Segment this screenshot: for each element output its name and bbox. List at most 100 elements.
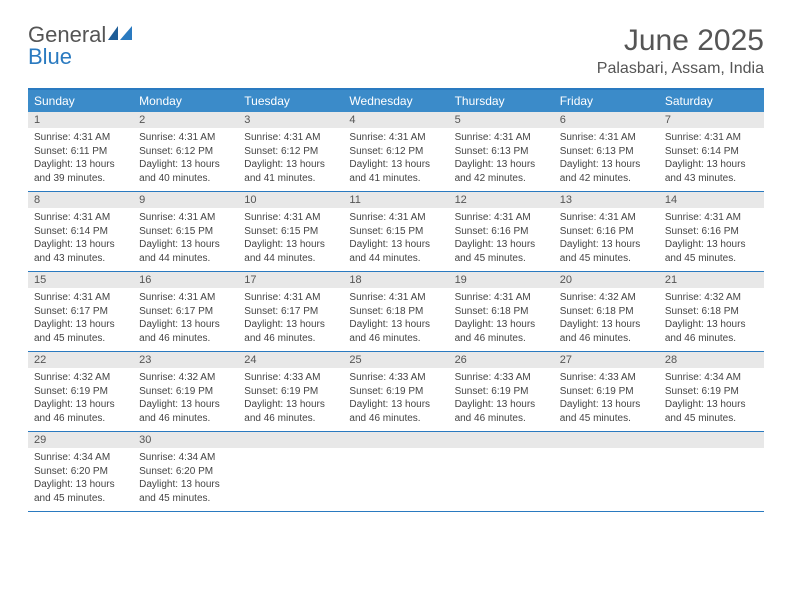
- daylight-text: Daylight: 13 hours: [139, 158, 232, 172]
- day-number: 18: [343, 272, 448, 288]
- daylight-text: Daylight: 13 hours: [560, 238, 653, 252]
- sunset-text: Sunset: 6:16 PM: [455, 225, 548, 239]
- day-number: 4: [343, 112, 448, 128]
- day-number-row: 1234567: [28, 112, 764, 128]
- sunset-text: Sunset: 6:18 PM: [349, 305, 442, 319]
- day-number: 6: [554, 112, 659, 128]
- sunrise-text: Sunrise: 4:31 AM: [455, 131, 548, 145]
- day-cell: Sunrise: 4:31 AMSunset: 6:12 PMDaylight:…: [238, 128, 343, 191]
- daylight-text: Daylight: 13 hours: [139, 478, 232, 492]
- daylight-text: and 43 minutes.: [34, 252, 127, 266]
- day-cell: Sunrise: 4:31 AMSunset: 6:11 PMDaylight:…: [28, 128, 133, 191]
- sunrise-text: Sunrise: 4:31 AM: [455, 211, 548, 225]
- daylight-text: and 45 minutes.: [665, 252, 758, 266]
- logo-word-2: Blue: [28, 44, 72, 69]
- sunset-text: Sunset: 6:19 PM: [349, 385, 442, 399]
- day-number: 21: [659, 272, 764, 288]
- daylight-text: Daylight: 13 hours: [34, 398, 127, 412]
- sunrise-text: Sunrise: 4:31 AM: [349, 131, 442, 145]
- weekday-header-row: SundayMondayTuesdayWednesdayThursdayFrid…: [28, 90, 764, 112]
- week-row: Sunrise: 4:31 AMSunset: 6:17 PMDaylight:…: [28, 288, 764, 352]
- daylight-text: and 46 minutes.: [34, 412, 127, 426]
- day-cell: Sunrise: 4:31 AMSunset: 6:17 PMDaylight:…: [133, 288, 238, 351]
- day-number: 30: [133, 432, 238, 448]
- daylight-text: Daylight: 13 hours: [665, 158, 758, 172]
- daylight-text: Daylight: 13 hours: [34, 478, 127, 492]
- daylight-text: Daylight: 13 hours: [349, 398, 442, 412]
- daylight-text: and 45 minutes.: [34, 332, 127, 346]
- daylight-text: and 45 minutes.: [34, 492, 127, 506]
- day-cell: Sunrise: 4:32 AMSunset: 6:18 PMDaylight:…: [554, 288, 659, 351]
- daylight-text: Daylight: 13 hours: [560, 318, 653, 332]
- day-number: 26: [449, 352, 554, 368]
- daylight-text: and 46 minutes.: [139, 412, 232, 426]
- sunset-text: Sunset: 6:20 PM: [34, 465, 127, 479]
- sunset-text: Sunset: 6:15 PM: [349, 225, 442, 239]
- day-number: 19: [449, 272, 554, 288]
- day-cell: Sunrise: 4:34 AMSunset: 6:20 PMDaylight:…: [133, 448, 238, 511]
- day-cell: Sunrise: 4:31 AMSunset: 6:12 PMDaylight:…: [133, 128, 238, 191]
- sunset-text: Sunset: 6:18 PM: [665, 305, 758, 319]
- day-number: 10: [238, 192, 343, 208]
- day-cell: Sunrise: 4:31 AMSunset: 6:14 PMDaylight:…: [659, 128, 764, 191]
- day-number: 24: [238, 352, 343, 368]
- daylight-text: Daylight: 13 hours: [349, 318, 442, 332]
- day-number: 17: [238, 272, 343, 288]
- day-number-row: 891011121314: [28, 192, 764, 208]
- day-number-row: 22232425262728: [28, 352, 764, 368]
- sunrise-text: Sunrise: 4:31 AM: [349, 291, 442, 305]
- sunrise-text: Sunrise: 4:31 AM: [349, 211, 442, 225]
- sunrise-text: Sunrise: 4:31 AM: [244, 291, 337, 305]
- daylight-text: and 45 minutes.: [560, 412, 653, 426]
- calendar-table: SundayMondayTuesdayWednesdayThursdayFrid…: [28, 88, 764, 512]
- day-cell: Sunrise: 4:31 AMSunset: 6:12 PMDaylight:…: [343, 128, 448, 191]
- sunrise-text: Sunrise: 4:32 AM: [665, 291, 758, 305]
- day-number: 1: [28, 112, 133, 128]
- day-cell: Sunrise: 4:31 AMSunset: 6:17 PMDaylight:…: [238, 288, 343, 351]
- sunset-text: Sunset: 6:15 PM: [244, 225, 337, 239]
- day-number: 28: [659, 352, 764, 368]
- calendar-body: 1234567 Sunrise: 4:31 AM Sunset: 6:11 PM Da…: [28, 112, 764, 512]
- day-cell: Sunrise: 4:32 AMSunset: 6:19 PMDaylight:…: [28, 368, 133, 431]
- daylight-text: Daylight: 13 hours: [244, 158, 337, 172]
- day-cell: .: [343, 448, 448, 511]
- day-cell: Sunrise: 4:33 AMSunset: 6:19 PMDaylight:…: [554, 368, 659, 431]
- daylight-text: Daylight: 13 hours: [34, 238, 127, 252]
- sunset-text: Sunset: 6:15 PM: [139, 225, 232, 239]
- day-cell: Sunrise: 4:34 AMSunset: 6:20 PMDaylight:…: [28, 448, 133, 511]
- day-cell: .: [238, 448, 343, 511]
- calendar-page: General Blue June 2025 Palasbari, Assam,…: [0, 0, 792, 536]
- weekday-header: Wednesday: [343, 90, 448, 112]
- sunrise-text: Sunrise: 4:31 AM: [34, 211, 127, 225]
- title-block: June 2025 Palasbari, Assam, India: [597, 24, 764, 78]
- daylight-text: Daylight: 13 hours: [560, 158, 653, 172]
- day-cell: Sunrise: 4:31 AMSunset: 6:14 PMDaylight:…: [28, 208, 133, 271]
- day-number: 23: [133, 352, 238, 368]
- daylight-text: Daylight: 13 hours: [665, 398, 758, 412]
- daylight-text: and 44 minutes.: [139, 252, 232, 266]
- sunset-text: Sunset: 6:13 PM: [560, 145, 653, 159]
- day-number: 7: [659, 112, 764, 128]
- day-cell: Sunrise: 4:31 AMSunset: 6:17 PMDaylight:…: [28, 288, 133, 351]
- day-cell: Sunrise: 4:31 AMSunset: 6:15 PMDaylight:…: [133, 208, 238, 271]
- day-cell: Sunrise: 4:33 AMSunset: 6:19 PMDaylight:…: [238, 368, 343, 431]
- day-cell: Sunrise: 4:33 AMSunset: 6:19 PMDaylight:…: [449, 368, 554, 431]
- daylight-text: and 45 minutes.: [560, 252, 653, 266]
- sunset-text: Sunset: 6:11 PM: [34, 145, 127, 159]
- daylight-text: and 44 minutes.: [244, 252, 337, 266]
- sunrise-text: Sunrise: 4:31 AM: [665, 131, 758, 145]
- daylight-text: Daylight: 13 hours: [244, 398, 337, 412]
- day-cell: Sunrise: 4:31 AMSunset: 6:16 PMDaylight:…: [449, 208, 554, 271]
- location-label: Palasbari, Assam, India: [597, 60, 764, 78]
- sunrise-text: Sunrise: 4:31 AM: [139, 291, 232, 305]
- daylight-text: Daylight: 13 hours: [560, 398, 653, 412]
- day-cell: Sunrise: 4:31 AMSunset: 6:16 PMDaylight:…: [659, 208, 764, 271]
- week-row: Sunrise: 4:31 AM Sunset: 6:11 PM Daylight:…: [28, 128, 764, 192]
- sunrise-text: Sunrise: 4:34 AM: [139, 451, 232, 465]
- sunset-text: Sunset: 6:18 PM: [455, 305, 548, 319]
- sunset-text: Sunset: 6:18 PM: [560, 305, 653, 319]
- daylight-text: Daylight: 13 hours: [455, 238, 548, 252]
- day-cell: Sunrise: 4:31 AMSunset: 6:18 PMDaylight:…: [449, 288, 554, 351]
- day-cell: .: [449, 448, 554, 511]
- daylight-text: Daylight: 13 hours: [34, 318, 127, 332]
